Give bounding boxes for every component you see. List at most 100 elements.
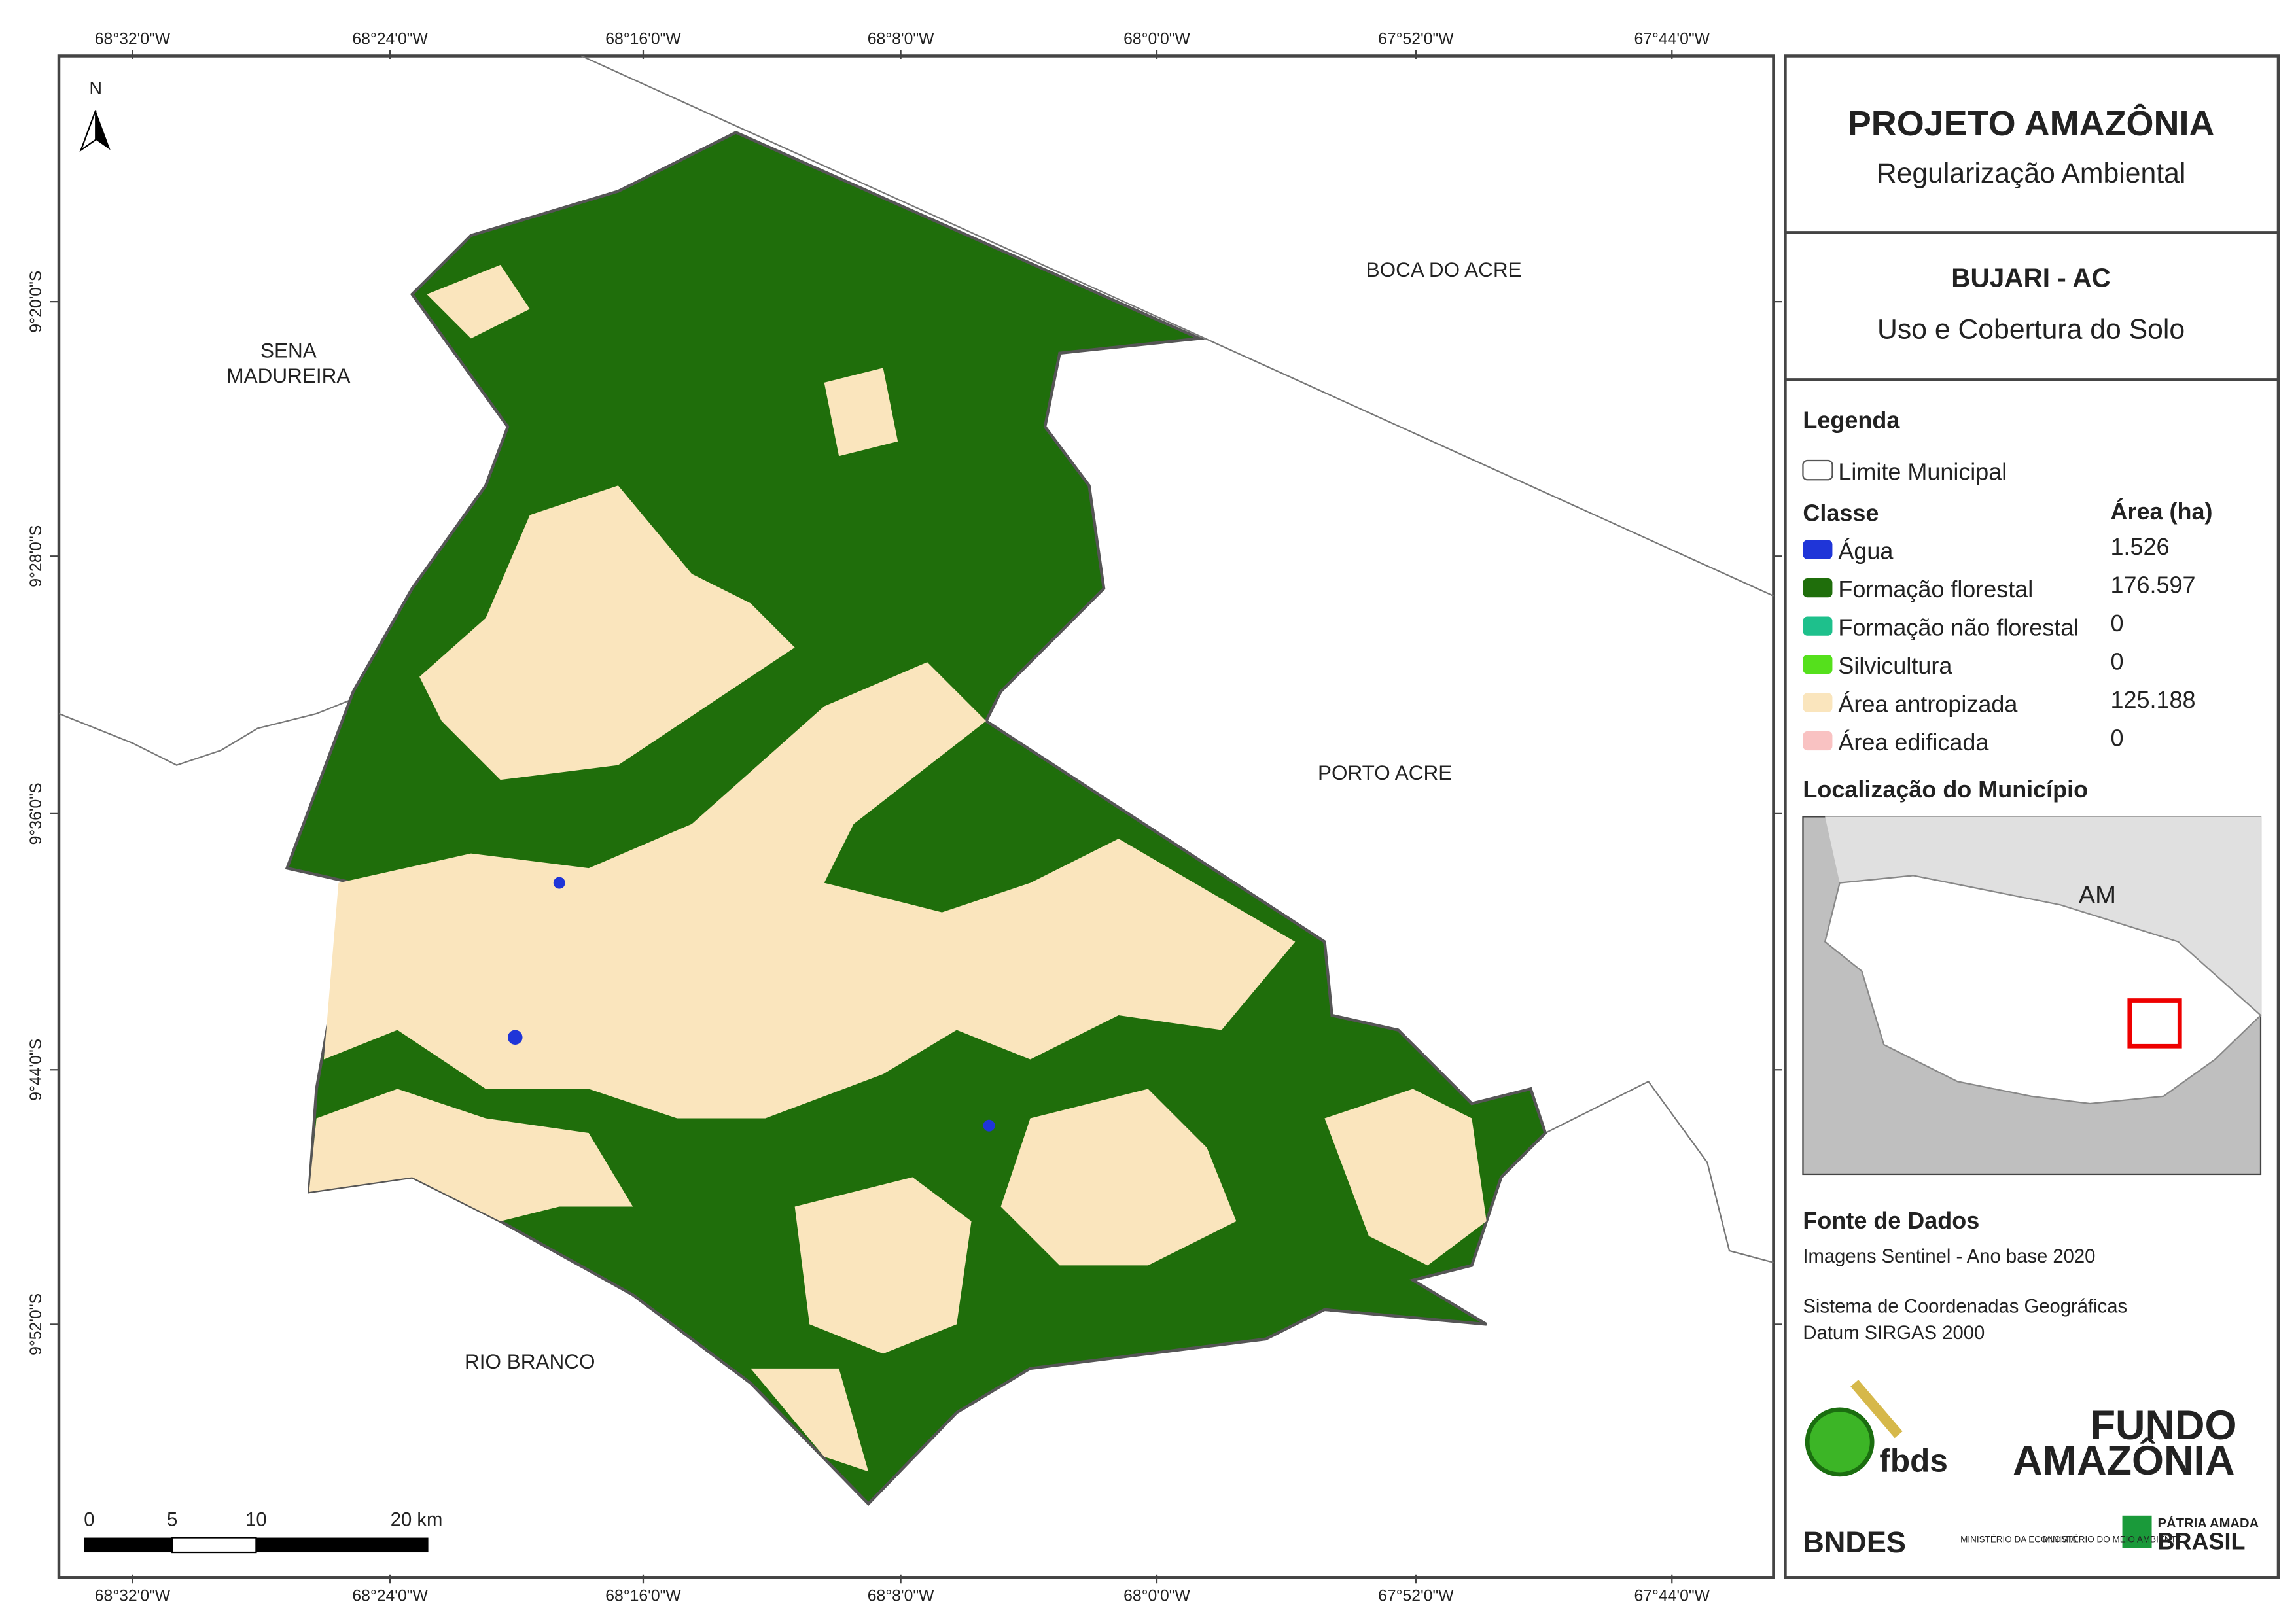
x-tick-label: 67°44'0"W bbox=[1634, 1587, 1710, 1605]
scale-label: 20 km bbox=[391, 1510, 443, 1531]
logo-text: BRASIL bbox=[2158, 1528, 2246, 1555]
water-body bbox=[508, 1030, 523, 1045]
anthropized-areas bbox=[309, 264, 1487, 1472]
north-label: N bbox=[89, 79, 102, 98]
legend-area: 125.188 bbox=[2111, 686, 2196, 713]
patch bbox=[824, 368, 898, 457]
x-tick-label: 67°44'0"W bbox=[1634, 30, 1710, 48]
legend-area: 1.526 bbox=[2111, 533, 2170, 560]
x-tick-label: 68°16'0"W bbox=[605, 1587, 681, 1605]
logo-text: BNDES bbox=[1803, 1526, 1905, 1559]
place-label-line: MADUREIRA bbox=[226, 364, 350, 387]
legend-class: Área edificada bbox=[1838, 729, 1988, 756]
theme: Uso e Cobertura do Solo bbox=[1877, 313, 2185, 345]
x-tick-label: 68°0'0"W bbox=[1123, 1587, 1190, 1605]
legend-swatch bbox=[1803, 578, 1833, 598]
x-tick-label: 67°52'0"W bbox=[1378, 30, 1454, 48]
scale-label: 5 bbox=[167, 1510, 177, 1531]
x-tick-label: 68°16'0"W bbox=[605, 30, 681, 48]
fbds-logo bbox=[1805, 1407, 1875, 1477]
y-tick-label: 9°28'0"S bbox=[27, 525, 45, 587]
place-label: PORTO ACRE bbox=[1318, 761, 1452, 784]
legend-class: Silvicultura bbox=[1838, 652, 1952, 679]
x-tick-label: 67°52'0"W bbox=[1378, 1587, 1454, 1605]
patch bbox=[1324, 1089, 1487, 1266]
legend-class: Formação não florestal bbox=[1838, 614, 2079, 641]
legend-title: Legenda bbox=[1803, 407, 1900, 434]
neighbor-boundary bbox=[58, 698, 354, 766]
source: Imagens Sentinel - Ano base 2020 bbox=[1803, 1246, 2095, 1267]
water-body bbox=[553, 877, 565, 889]
patch bbox=[323, 662, 1296, 1119]
legend-area: 0 bbox=[2111, 648, 2124, 674]
x-tick-label: 68°32'0"W bbox=[95, 1587, 171, 1605]
logo-text: AMAZÔNIA bbox=[2013, 1437, 2234, 1484]
legend-area: 0 bbox=[2111, 724, 2124, 751]
scale-segment bbox=[171, 1537, 257, 1554]
scale-segment bbox=[84, 1537, 173, 1553]
scale-label: 0 bbox=[84, 1510, 94, 1531]
location-title: Localização do Município bbox=[1803, 776, 2088, 803]
patch bbox=[427, 264, 530, 339]
sources-title: Fonte de Dados bbox=[1803, 1207, 1979, 1234]
inset-am bbox=[1825, 816, 2261, 1016]
place-label: RIO BRANCO bbox=[465, 1350, 595, 1373]
x-tick-label: 68°8'0"W bbox=[868, 30, 934, 48]
panel-title: PROJETO AMAZÔNIA bbox=[1848, 103, 2215, 143]
patch bbox=[794, 1177, 972, 1354]
patch bbox=[309, 1089, 633, 1221]
neighbor-boundary bbox=[1545, 1080, 1774, 1264]
patch bbox=[1000, 1089, 1237, 1266]
legend-swatch bbox=[1803, 654, 1833, 674]
logo-text: MINISTÉRIO DA ECONOMIA bbox=[1960, 1534, 2077, 1544]
legend-boundary: Limite Municipal bbox=[1838, 458, 2007, 485]
legend-area: 176.597 bbox=[2111, 571, 2196, 598]
water-body bbox=[983, 1119, 995, 1132]
x-tick-label: 68°32'0"W bbox=[95, 30, 171, 48]
x-tick-label: 68°24'0"W bbox=[352, 30, 428, 48]
y-tick-label: 9°52'0"S bbox=[27, 1293, 45, 1355]
place-label: BOCA DO ACRE bbox=[1366, 258, 1522, 281]
boundary-swatch bbox=[1802, 459, 1833, 481]
logo-text: fbds bbox=[1879, 1442, 1947, 1478]
legend-class: Formação florestal bbox=[1838, 576, 2033, 602]
scale-label: 10 bbox=[245, 1510, 267, 1531]
legend-class: Área antropizada bbox=[1838, 691, 2017, 718]
neighbor-boundary bbox=[581, 55, 1774, 597]
legend-swatch bbox=[1803, 540, 1833, 559]
x-tick-label: 68°0'0"W bbox=[1123, 30, 1190, 48]
legend-area: 0 bbox=[2111, 610, 2124, 637]
y-tick-label: 9°20'0"S bbox=[27, 271, 45, 333]
legend-swatch bbox=[1803, 693, 1833, 712]
north-arrow-right bbox=[96, 110, 111, 150]
legend-swatch bbox=[1803, 616, 1833, 636]
source: Sistema de Coordenadas Geográficas bbox=[1803, 1296, 2127, 1317]
panel-subtitle: Regularização Ambiental bbox=[1877, 158, 2186, 189]
logo-text: PÁTRIA AMADA bbox=[2158, 1516, 2259, 1531]
patch bbox=[751, 1368, 869, 1472]
x-tick-label: 68°24'0"W bbox=[352, 1587, 428, 1605]
legend-swatch bbox=[1803, 731, 1833, 751]
scale-bar bbox=[84, 1537, 429, 1554]
map-frame bbox=[57, 54, 1775, 1579]
side-panel bbox=[1784, 54, 2280, 1579]
fbds-logo-bar bbox=[1850, 1380, 1903, 1439]
area-header: Área (ha) bbox=[2111, 498, 2213, 525]
place-label: SENA MADUREIRA bbox=[226, 339, 350, 387]
y-tick-label: 9°44'0"S bbox=[27, 1039, 45, 1101]
north-arrow bbox=[79, 110, 111, 152]
logo-text: MINISTÉRIO DO MEIO AMBIENTE bbox=[2043, 1534, 2182, 1544]
legend-class: Água bbox=[1838, 538, 1893, 565]
scale-segment bbox=[256, 1537, 429, 1553]
patch bbox=[419, 485, 795, 780]
inset-label: AM bbox=[2079, 881, 2116, 909]
place-label-line: SENA bbox=[260, 339, 317, 362]
y-tick-label: 9°36'0"S bbox=[27, 782, 45, 845]
logo-text: FUNDO bbox=[2091, 1403, 2237, 1448]
inset-map bbox=[1802, 816, 2262, 1176]
water bbox=[508, 877, 995, 1132]
inset-highlight bbox=[2127, 998, 2182, 1049]
source: Datum SIRGAS 2000 bbox=[1803, 1323, 1985, 1344]
